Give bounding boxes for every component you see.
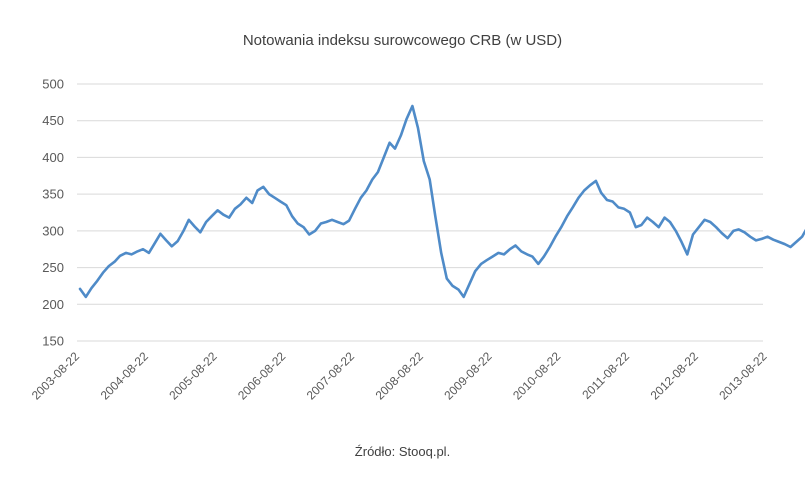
y-tick-label: 400 [42,150,64,165]
x-tick-label: 2009-08-22 [441,349,495,403]
y-tick-label: 200 [42,297,64,312]
y-tick-label: 150 [42,334,64,349]
x-tick-label: 2010-08-22 [510,349,564,403]
chart-title: Notowania indeksu surowcowego CRB (w USD… [242,32,563,49]
x-tick-label: 2006-08-22 [235,349,289,403]
x-tick-label: 2003-08-22 [29,349,83,403]
series-line [78,104,805,299]
y-tick-label: 350 [42,187,64,202]
x-tick-label: 2013-08-22 [716,349,770,403]
source-note: Źródło: Stooq.pl. [354,444,451,459]
y-tick-label: 450 [42,113,64,128]
x-tick-label: 2011-08-22 [579,349,632,402]
y-tick-label: 500 [42,77,64,92]
y-tick-label: 250 [42,260,64,275]
y-tick-label: 300 [42,223,64,238]
x-tick-label: 2008-08-22 [373,349,427,403]
x-tick-label: 2005-08-22 [166,349,220,403]
x-tick-label: 2007-08-22 [304,349,358,403]
x-tick-label: 2012-08-22 [648,349,702,403]
x-tick-label: 2004-08-22 [98,349,152,403]
